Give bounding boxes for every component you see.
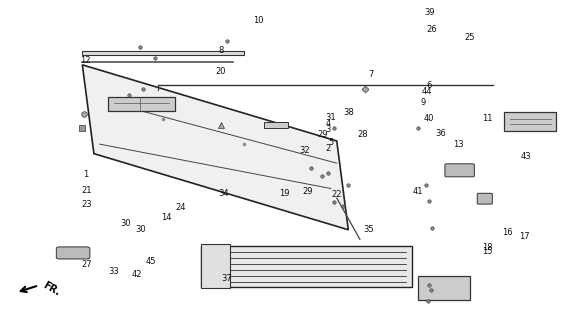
Text: 24: 24: [175, 203, 186, 212]
FancyBboxPatch shape: [56, 247, 90, 259]
Text: 32: 32: [300, 146, 310, 155]
FancyBboxPatch shape: [445, 164, 474, 177]
Text: 12: 12: [80, 56, 91, 65]
Text: 36: 36: [436, 129, 446, 138]
Text: 40: 40: [424, 114, 435, 123]
Polygon shape: [201, 246, 412, 287]
Text: 1: 1: [83, 170, 88, 179]
Text: 4: 4: [325, 119, 331, 128]
Text: 17: 17: [519, 232, 530, 241]
Text: 29: 29: [303, 187, 313, 196]
Text: 20: 20: [216, 67, 227, 76]
Polygon shape: [83, 65, 349, 230]
Text: 3: 3: [325, 125, 331, 134]
Text: 41: 41: [413, 187, 423, 196]
Polygon shape: [264, 122, 288, 128]
Text: 42: 42: [132, 270, 142, 279]
Text: 35: 35: [363, 225, 374, 234]
Text: 13: 13: [453, 140, 464, 148]
Text: 21: 21: [82, 186, 92, 195]
Text: 39: 39: [424, 8, 435, 17]
FancyBboxPatch shape: [477, 193, 492, 204]
Text: 14: 14: [161, 212, 171, 222]
Text: 18: 18: [482, 243, 493, 252]
Text: 38: 38: [343, 108, 354, 117]
Text: 30: 30: [135, 225, 145, 234]
Text: 33: 33: [109, 267, 120, 276]
Text: 26: 26: [427, 25, 437, 35]
Text: 8: 8: [218, 46, 224, 55]
Text: 6: 6: [426, 81, 432, 90]
Text: 43: 43: [521, 152, 532, 161]
Text: 28: 28: [357, 130, 368, 139]
Text: 5: 5: [328, 138, 333, 147]
Text: 37: 37: [221, 275, 232, 284]
Text: 23: 23: [82, 200, 92, 209]
Text: 11: 11: [482, 114, 492, 123]
Polygon shape: [418, 276, 470, 300]
Text: 30: 30: [120, 219, 131, 228]
Text: 27: 27: [82, 260, 92, 269]
Text: FR.: FR.: [41, 280, 62, 297]
Polygon shape: [83, 51, 244, 55]
Text: 10: 10: [253, 16, 264, 25]
Text: 2: 2: [325, 144, 331, 153]
Text: 31: 31: [326, 113, 336, 122]
Text: 19: 19: [279, 189, 290, 198]
Text: 25: 25: [464, 33, 475, 42]
Text: 44: 44: [421, 87, 432, 96]
Polygon shape: [109, 97, 175, 111]
Polygon shape: [504, 112, 557, 132]
Text: 16: 16: [502, 228, 512, 237]
Text: 7: 7: [369, 70, 374, 79]
Text: 34: 34: [218, 189, 229, 198]
Text: 29: 29: [317, 130, 328, 139]
Text: 22: 22: [332, 190, 342, 199]
Text: 15: 15: [482, 247, 492, 257]
Text: 45: 45: [145, 257, 156, 266]
Text: 9: 9: [421, 99, 426, 108]
Polygon shape: [201, 244, 230, 288]
